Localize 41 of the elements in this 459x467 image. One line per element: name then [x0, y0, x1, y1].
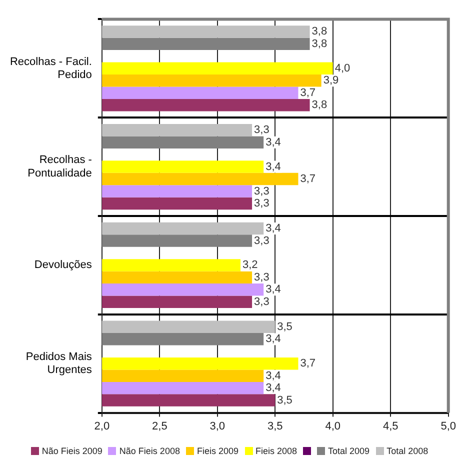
legend-label: Fieis 2009	[196, 446, 238, 456]
data-label: 3,3	[254, 185, 270, 198]
data-label: 3,7	[300, 358, 316, 370]
data-label: 3,4	[266, 222, 281, 235]
data-label: 3,3	[254, 234, 270, 247]
data-label: 3,5	[277, 394, 292, 406]
data-label: 3,3	[254, 124, 270, 136]
data-label: 3,3	[254, 296, 270, 308]
y-tick-label: Recolhas - Pontualidade	[28, 154, 92, 180]
data-label: 4,0	[334, 62, 350, 74]
data-label: 3,4	[266, 284, 281, 296]
data-label: 3,3	[254, 198, 270, 210]
legend-label: Total 2008	[386, 446, 428, 456]
data-label: 3,8	[312, 26, 328, 38]
legend-label: Total 2009	[328, 446, 370, 456]
legend-label: Fieis 2008	[256, 446, 298, 456]
data-label: 3,4	[266, 370, 281, 382]
data-label: 3,4	[266, 136, 281, 148]
data-label: 3,2	[242, 259, 258, 272]
y-tick-label: Recolhas - Facil. Pedido	[10, 56, 92, 82]
x-tick-label: 5,0	[440, 420, 456, 432]
y-tick-label: Devoluções	[34, 259, 92, 272]
x-tick-label: 3,0	[210, 420, 226, 432]
legend-label: Não Fieis 2009	[42, 446, 102, 456]
x-tick-label: 3,5	[267, 420, 283, 432]
y-tick-label: Pedidos Mais Urgentes	[26, 351, 92, 376]
data-label: 3,9	[323, 74, 339, 87]
x-tick-label: 4,5	[382, 420, 398, 432]
data-label: 3,5	[277, 320, 292, 333]
data-label: 3,8	[312, 99, 328, 112]
data-label: 3,4	[266, 382, 281, 394]
x-tick-label: 2,0	[94, 420, 110, 432]
data-label: 3,4	[266, 160, 281, 173]
data-label: 3,8	[312, 38, 328, 50]
x-tick-label: 4,0	[325, 420, 341, 432]
data-label: 3,3	[254, 271, 270, 284]
legend-label: Não Fieis 2008	[119, 446, 180, 456]
x-tick-label: 2,5	[152, 420, 168, 432]
data-label: 3,7	[300, 86, 316, 99]
data-label: 3,7	[300, 173, 316, 186]
data-label: 3,4	[266, 333, 281, 346]
